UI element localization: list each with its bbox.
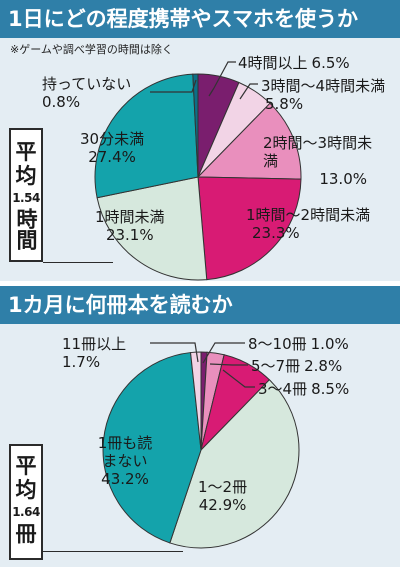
leader-line bbox=[213, 61, 236, 89]
book-reading-pie-chart bbox=[102, 342, 300, 549]
average-leader-line bbox=[43, 551, 183, 552]
average-unit: 時間 bbox=[14, 208, 38, 250]
pie-slice bbox=[190, 351, 202, 451]
phone-usage-panel: 1日にどの程度携帯やスマホを使うか ※ゲームや調べ学習の時間は除く 平 均 1.… bbox=[0, 0, 400, 281]
slice-label: 1冊も読まない 43.2% bbox=[97, 434, 153, 488]
slice-label: 3～4冊 8.5% bbox=[258, 380, 350, 398]
average-value: 1.54 bbox=[12, 191, 40, 205]
pie-slice bbox=[102, 352, 202, 544]
pie-slice bbox=[169, 379, 300, 549]
slice-label: 4時間以上 6.5% bbox=[238, 54, 350, 72]
slice-label: 2時間～3時間未満 13.0% bbox=[263, 134, 373, 188]
average-box: 平 均 1.64 冊 bbox=[9, 444, 43, 560]
average-box: 平 均 1.54 時間 bbox=[9, 128, 43, 262]
slice-label: 1時間～2時間未満23.3% bbox=[246, 206, 371, 242]
slice-label: 30分未満 27.4% bbox=[80, 130, 145, 166]
pie-slice bbox=[197, 176, 302, 281]
leader-line bbox=[208, 87, 215, 97]
chart-note: ※ゲームや調べ学習の時間は除く bbox=[10, 43, 173, 56]
book-reading-panel: 1カ月に何冊本を読むか 8～10冊 1.0% 5～7冊 2.8% 3～4冊 8.5% … bbox=[0, 286, 400, 567]
leader-line bbox=[150, 342, 199, 363]
average-leader-line bbox=[43, 262, 113, 263]
leader-line bbox=[202, 342, 245, 364]
leader-line bbox=[150, 79, 197, 93]
chart-title: 1カ月に何冊本を読むか bbox=[0, 286, 400, 324]
average-char: 均 bbox=[15, 478, 37, 502]
average-char: 平 bbox=[15, 140, 37, 164]
slice-label: 5～7冊 2.8% bbox=[251, 357, 343, 375]
leader-line bbox=[222, 369, 255, 388]
pie-slice bbox=[96, 176, 208, 281]
slice-label: 11冊以上 1.7% bbox=[62, 335, 127, 371]
average-value: 1.64 bbox=[12, 505, 40, 519]
slice-label: 1時間未満 23.1% bbox=[95, 208, 165, 244]
slice-label: 3時間～4時間未満5.8% bbox=[261, 77, 386, 113]
average-unit: 冊 bbox=[15, 522, 37, 546]
pie-slice bbox=[94, 73, 199, 199]
phone-usage-pie-chart bbox=[94, 61, 302, 281]
chart-title: 1日にどの程度携帯やスマホを使うか bbox=[0, 0, 400, 38]
slice-label: 持っていない 0.8% bbox=[42, 75, 132, 111]
pie-slice bbox=[196, 102, 302, 180]
leader-line bbox=[239, 83, 258, 100]
average-char: 均 bbox=[15, 164, 37, 188]
slice-label: 8～10冊 1.0% bbox=[248, 335, 349, 353]
leader-line bbox=[209, 363, 248, 366]
average-char: 平 bbox=[15, 454, 37, 478]
pie-slice bbox=[192, 73, 199, 178]
slice-label: 1～2冊 42.9% bbox=[198, 478, 248, 514]
